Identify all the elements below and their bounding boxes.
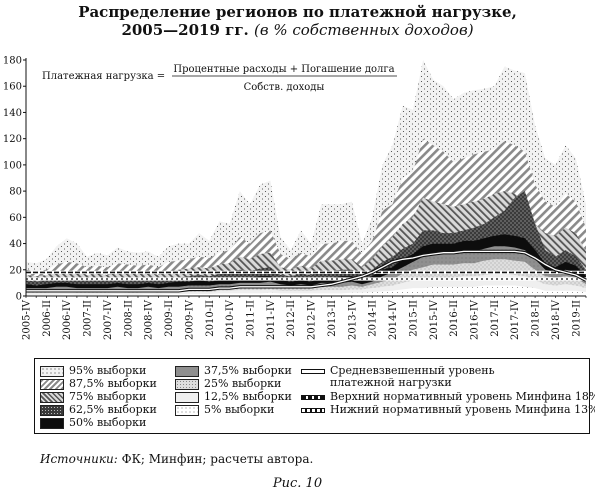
figure-caption: Рис. 10: [272, 476, 323, 491]
average-line-inner: [26, 250, 587, 292]
x-tick-label: 2015-II: [408, 300, 419, 337]
legend-label: Нижний нормативный уровень Минфина 13%: [330, 403, 595, 416]
legend-item: 50% выборки: [40, 417, 146, 429]
y-tick-label: 140: [3, 108, 22, 119]
legend: 95% выборки 87,5% выборки 75% выборки 62…: [34, 358, 595, 434]
chart-title: Распределение регионов по платежной нагр…: [0, 3, 595, 39]
x-tick-label: 2018-IV: [551, 299, 562, 340]
legend-item: 95% выборки: [40, 365, 146, 377]
x-tick-label: 2009-II: [164, 300, 175, 337]
legend-label-line2: платежной нагрузки: [330, 376, 452, 389]
legend-swatch-line: [301, 394, 325, 400]
formula-denominator: Собств. доходы: [244, 82, 325, 93]
legend-label-line1: Средневзвешенный уровень: [330, 364, 495, 377]
area-layers: [26, 60, 586, 296]
legend-swatch: [175, 391, 199, 403]
x-tick-label: 2005-IV: [22, 299, 33, 340]
x-tick-label: 2012-II: [286, 300, 297, 337]
legend-label: 95% выборки: [69, 364, 147, 377]
x-tick-label: 2017-II: [490, 300, 501, 337]
x-tick-label: 2008-IV: [144, 299, 155, 340]
x-tick-label: 2017-IV: [510, 299, 521, 340]
legend-swatch: [175, 378, 199, 390]
legend-item: 25% выборки: [175, 378, 281, 390]
legend-item: Нижний нормативный уровень Минфина 13%: [301, 404, 595, 416]
y-tick-label: 0: [16, 292, 22, 303]
legend-swatch: [40, 391, 64, 403]
axes: 0 20 40 60 80 100 120 140 160 180 2005-IV 2006-II 20…: [3, 56, 587, 340]
legend-label: 5% выборки: [204, 403, 275, 416]
legend-swatch: [40, 417, 64, 429]
legend-label: 62,5% выборки: [69, 403, 157, 416]
chart-svg: 0 20 40 60 80 100 120 140 160 180 2005-IV 2006-II 20…: [3, 56, 587, 340]
formula-box: Платежная нагрузка = Процентные расходы …: [42, 64, 397, 93]
legend-label: 75% выборки: [69, 390, 147, 403]
y-tick-label: 80: [9, 187, 22, 198]
x-tick-label: 2018-II: [531, 300, 542, 337]
y-tick-label: 100: [3, 160, 22, 171]
legend-item: Средневзвешенный уровень платежной нагру…: [301, 365, 495, 389]
reference-lines: [26, 249, 587, 293]
x-tick-label: 2016-II: [449, 300, 460, 337]
x-tick-label: 2006-IV: [62, 299, 73, 340]
legend-item: 5% выборки: [175, 404, 274, 416]
source-label: Источники:: [40, 452, 118, 466]
x-tick-label: 2006-II: [42, 300, 53, 337]
y-tick-label: 120: [3, 134, 22, 145]
title-years: 2005—2019 гг.: [121, 21, 249, 39]
y-tick-label: 160: [3, 82, 22, 93]
x-tick-label: 2010-IV: [225, 299, 236, 340]
legend-label: 50% выборки: [69, 416, 147, 429]
title-line1: Распределение регионов по платежной нагр…: [78, 3, 517, 21]
y-tick-label: 20: [9, 265, 22, 276]
y-tick-label: 60: [9, 213, 22, 224]
x-tick-label: 2012-IV: [307, 299, 318, 340]
legend-swatch-line: [301, 407, 325, 413]
legend-swatch: [40, 378, 64, 390]
legend-item: 37,5% выборки: [175, 365, 292, 377]
legend-item: Верхний нормативный уровень Минфина 18%: [301, 391, 595, 403]
x-tick-label: 2007-II: [83, 300, 94, 337]
x-tick-label: 2019-II: [571, 300, 582, 337]
formula-lhs: Платежная нагрузка =: [42, 71, 165, 82]
legend-swatch-line: [301, 369, 325, 374]
x-tick-label: 2014-II: [368, 300, 379, 337]
legend-label: 87,5% выборки: [69, 377, 157, 390]
source-text: ФК; Минфин; расчеты автора.: [121, 452, 314, 466]
y-tick-label: 40: [9, 239, 22, 250]
x-tick-label: 2007-IV: [103, 299, 114, 340]
formula-numerator: Процентные расходы + Погашение долга: [173, 64, 394, 75]
legend-swatch: [40, 404, 64, 416]
x-tick-label: 2013-II: [327, 300, 338, 337]
legend-swatch: [175, 365, 199, 377]
title-units: (в % собственных доходов): [254, 21, 474, 39]
x-tick-label: 2008-II: [123, 300, 134, 337]
legend-label: Верхний нормативный уровень Минфина 18%: [330, 390, 595, 403]
legend-label: Средневзвешенный уровень платежной нагру…: [330, 365, 495, 389]
legend-swatch: [175, 404, 199, 416]
x-tick-label: 2014-IV: [388, 299, 399, 340]
x-tick-label: 2013-IV: [347, 299, 358, 340]
y-tick-label: 180: [3, 56, 22, 67]
x-tick-label: 2011-IV: [266, 299, 277, 340]
legend-label: 25% выборки: [204, 377, 282, 390]
title-line2: 2005—2019 гг. (в % собственных доходов): [0, 21, 595, 39]
legend-label: 37,5% выборки: [204, 364, 292, 377]
x-tick-label: 2016-IV: [470, 299, 481, 340]
area-series-p5: [26, 285, 586, 296]
legend-item: 87,5% выборки: [40, 378, 157, 390]
x-tick-label: 2015-IV: [429, 299, 440, 340]
x-tick-label: 2011-II: [246, 300, 257, 337]
legend-swatch: [40, 365, 64, 377]
legend-item: 75% выборки: [40, 391, 146, 403]
legend-label: 12,5% выборки: [204, 390, 292, 403]
x-tick-label: 2009-IV: [184, 299, 195, 340]
legend-item: 62,5% выборки: [40, 404, 157, 416]
x-tick-label: 2010-II: [205, 300, 216, 337]
legend-item: 12,5% выборки: [175, 391, 292, 403]
source-note: Источники: ФК; Минфин; расчеты автора.: [40, 452, 313, 466]
